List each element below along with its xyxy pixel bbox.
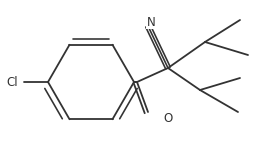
Text: Cl: Cl [6,75,18,88]
Text: O: O [163,111,173,124]
Text: N: N [147,15,155,28]
